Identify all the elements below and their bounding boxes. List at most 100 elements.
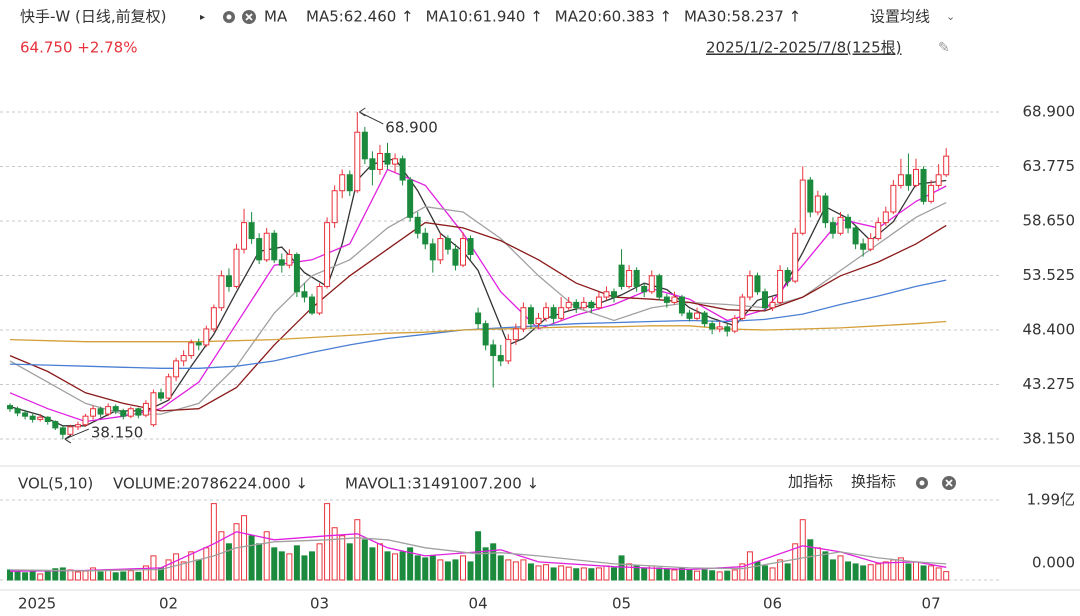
expand-arrow[interactable]: ▸ (200, 12, 205, 23)
volume-bar (580, 567, 587, 581)
volume-bar (641, 567, 648, 581)
y-tick-label: 43.275 (1023, 375, 1076, 393)
volume-bar (845, 561, 852, 581)
volume-bar (369, 547, 376, 581)
volume-bar (452, 559, 459, 581)
candle-body (905, 174, 912, 186)
volume-bar (52, 568, 59, 581)
candle-body (263, 232, 270, 261)
candle-body (490, 344, 497, 357)
candle-body (860, 243, 867, 250)
settings-icon[interactable] (223, 11, 235, 23)
volume-bar (724, 570, 731, 581)
volume-bar (535, 565, 542, 581)
volume-bar (603, 565, 610, 581)
candle-body (241, 222, 248, 250)
candle-body (618, 264, 625, 287)
candle-body (928, 184, 935, 202)
date-range[interactable]: 2025/1/2-2025/7/8(125根) (706, 39, 901, 57)
dropdown-caret[interactable]: ⌄ (946, 10, 955, 23)
volume-bar (293, 545, 300, 581)
volume-bar (82, 570, 89, 581)
candle-body (671, 296, 678, 303)
volume-bar (248, 535, 255, 581)
vol-close-icon[interactable] (942, 476, 956, 490)
candle-body (324, 222, 331, 287)
candle-body (59, 427, 66, 435)
candle-body (369, 158, 376, 170)
candle-body (407, 179, 414, 218)
candle-body (460, 238, 466, 266)
moving-average-line (9, 531, 947, 572)
x-tick-label: 02 (159, 595, 178, 613)
volume-bar (943, 571, 950, 581)
volume-bar (799, 519, 806, 581)
candle-body (467, 238, 474, 256)
volume-bar (74, 571, 81, 581)
add-indicator[interactable]: 加指标 (788, 473, 833, 491)
vol-settings-icon[interactable] (916, 477, 928, 489)
volume-bar (618, 555, 625, 581)
candle-body (361, 131, 368, 160)
candle-body (882, 211, 889, 224)
y-tick-label: 53.525 (1023, 266, 1076, 284)
volume-bar (497, 555, 504, 581)
volume-bar (573, 568, 580, 581)
volume-bar (203, 547, 210, 581)
volume-bar (44, 571, 51, 581)
volume-bar (14, 571, 21, 581)
x-tick-label: 2025 (18, 595, 56, 613)
volume-bar (195, 559, 202, 581)
volume-bar (769, 567, 776, 581)
candle-body (37, 416, 44, 420)
candle-body (694, 312, 701, 319)
candle-body (346, 174, 353, 192)
volume-bar (520, 559, 527, 581)
y-tick-label: 58.650 (1023, 212, 1076, 230)
close-icon[interactable] (242, 10, 256, 24)
annotation-label: 68.900 (385, 119, 438, 137)
candle-body (678, 296, 685, 314)
volume-bar (309, 551, 315, 581)
volume-bar (127, 570, 134, 581)
candle-body (716, 326, 723, 330)
volume-bar (633, 565, 640, 581)
candle-body (875, 222, 882, 240)
volume-bar (550, 567, 557, 581)
candle-body (731, 317, 738, 332)
volume-bar (626, 563, 633, 581)
volume-bar (694, 570, 701, 581)
volume-bar (588, 568, 595, 581)
volume-bar (762, 565, 768, 581)
candle-body (799, 179, 806, 234)
volume-bar (792, 543, 799, 581)
candle-body (90, 408, 97, 417)
volume-bar (913, 561, 919, 581)
candle-body (890, 184, 897, 213)
candle-body (44, 416, 51, 423)
candle-body (852, 227, 859, 245)
volume-bar (671, 569, 678, 581)
volume-bar (263, 531, 270, 581)
candle-body (656, 275, 663, 298)
candle-body (271, 232, 278, 261)
candle-body (316, 285, 323, 314)
ma-settings[interactable]: 设置均线 (870, 8, 930, 26)
volume-bar (225, 543, 232, 581)
y-tick-label: 63.775 (1023, 157, 1076, 175)
volume-bar (663, 568, 670, 581)
candle-body (588, 301, 595, 309)
volume-bar (807, 539, 814, 581)
legend-entry: MA10:61.940 ↑ (426, 8, 543, 26)
candle-body (414, 216, 421, 234)
candle-body (180, 355, 187, 362)
volume-bar (376, 543, 383, 581)
candle-body (52, 421, 59, 429)
volume-bar (829, 559, 836, 581)
volume-bar (935, 567, 942, 581)
candle-body (286, 254, 293, 266)
volume-bar (278, 551, 285, 581)
pin-icon[interactable]: ✎ (938, 40, 950, 56)
candle-body (14, 408, 21, 414)
switch-indicator[interactable]: 换指标 (851, 473, 896, 491)
